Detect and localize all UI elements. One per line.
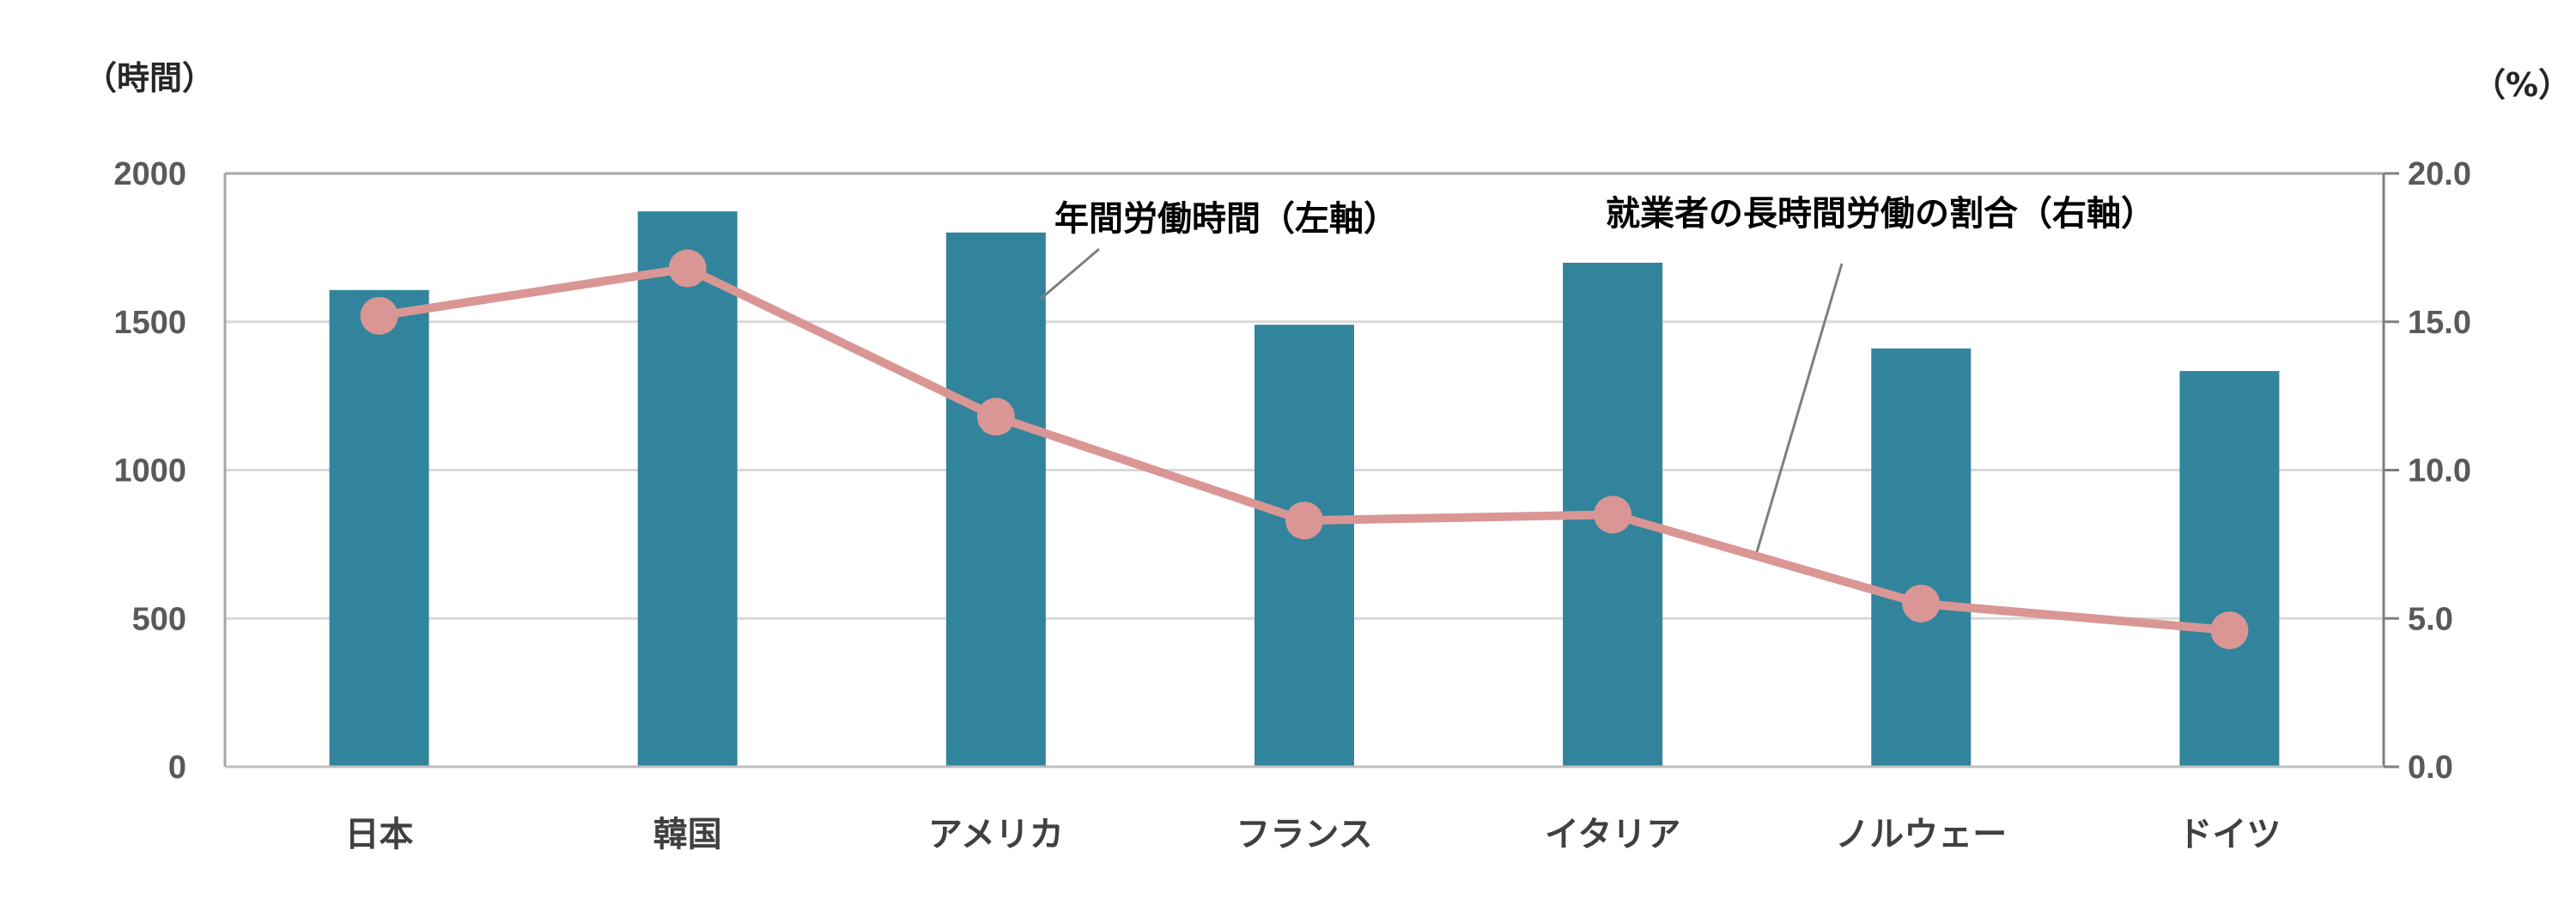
category-label: 韓国: [653, 815, 722, 854]
line-point-4: [1594, 495, 1632, 534]
bar-series: [329, 211, 2280, 768]
bar-2: [945, 232, 1046, 767]
left-tick-label: 1500: [113, 305, 186, 341]
line-point-0: [360, 296, 398, 335]
left-tick-label: 500: [132, 601, 186, 637]
bar-5: [1871, 348, 1971, 767]
line-point-2: [976, 398, 1015, 436]
callout-leader-lines: [1040, 247, 1844, 553]
category-label: アメリカ: [928, 815, 1064, 854]
right-tick-label: 10.0: [2408, 453, 2471, 489]
callout-labels: 年間労働時間（左軸） 就業者の長時間労働の割合（右軸）: [1054, 194, 2155, 239]
left-tick-label: 1000: [113, 453, 186, 489]
bar-6: [2179, 371, 2280, 767]
category-label: ノルウェー: [1835, 815, 2007, 854]
right-tick-label: 0.0: [2408, 750, 2453, 786]
left-tick-label: 2000: [113, 156, 186, 192]
line-series-label: 就業者の長時間労働の割合（右軸）: [1606, 194, 2155, 234]
line-point-1: [668, 249, 707, 288]
category-label: ドイツ: [2178, 815, 2281, 854]
right-tick-label: 5.0: [2408, 601, 2453, 637]
category-label: イタリア: [1545, 815, 1680, 854]
bar-1: [637, 211, 738, 767]
line-point-3: [1285, 501, 1323, 540]
bar-3: [1255, 325, 1354, 768]
bar-0: [329, 289, 429, 767]
line-point-6: [2210, 611, 2249, 650]
right-axis-unit: （%）: [2473, 66, 2571, 104]
line-callout-leader: [1755, 263, 1844, 553]
axes: [223, 172, 2399, 768]
right-tick-label: 15.0: [2408, 305, 2471, 341]
line-point-5: [1902, 584, 1941, 623]
category-label: 日本: [345, 815, 414, 854]
right-tick-label: 20.0: [2408, 156, 2471, 192]
category-label: フランス: [1236, 815, 1372, 854]
tick-labels: 0 500 1000 1500 2000 0.0 5.0 10.0 15.0 20.0 日本 韓国 アメ…: [84, 59, 2571, 854]
bar-series-label: 年間労働時間（左軸）: [1054, 199, 1398, 239]
left-axis-unit: （時間）: [84, 59, 215, 97]
line-series: [360, 249, 2249, 650]
left-tick-label: 0: [168, 750, 186, 786]
bar-callout-leader: [1040, 247, 1100, 301]
